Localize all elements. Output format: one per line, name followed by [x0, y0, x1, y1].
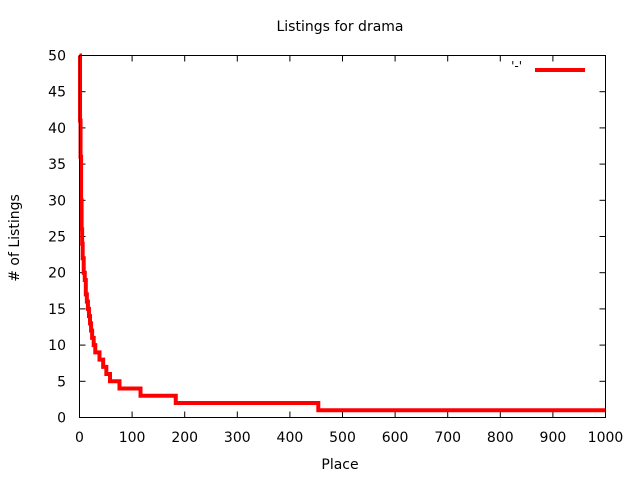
x-tick-label: 300	[224, 430, 251, 446]
y-tick-label: 15	[48, 302, 66, 318]
y-tick-label: 0	[57, 411, 66, 427]
y-tick-label: 30	[48, 193, 66, 209]
x-tick-label: 400	[277, 430, 304, 446]
y-tick-label: 25	[48, 230, 66, 246]
y-tick-label: 50	[48, 49, 66, 65]
y-tick-label: 40	[48, 121, 66, 137]
x-tick-label: 0	[75, 430, 84, 446]
x-tick-label: 200	[171, 430, 198, 446]
x-tick-label: 800	[487, 430, 514, 446]
plot-frame	[79, 55, 606, 418]
y-tick-label: 45	[48, 85, 66, 101]
x-tick-label: 700	[434, 430, 461, 446]
x-tick-label: 500	[329, 430, 356, 446]
y-tick-label: 10	[48, 338, 66, 354]
series-line	[78, 53, 606, 413]
x-tick-label: 100	[119, 430, 146, 446]
tick-labels: 0 100 200 300 400 500 600 700 800 900 1000 0 5 10 15 20…	[48, 49, 623, 447]
series-layer	[78, 53, 606, 413]
y-tick-label: 20	[48, 266, 66, 282]
x-tick-label: 900	[540, 430, 567, 446]
y-axis-label: # of Listings	[7, 194, 23, 282]
axis-ticks	[79, 55, 606, 418]
x-tick-label: 1000	[588, 430, 624, 446]
x-axis-label: Place	[321, 457, 358, 473]
chart-title: Listings for drama	[276, 19, 403, 35]
x-tick-label: 600	[382, 430, 409, 446]
y-tick-label: 35	[48, 157, 66, 173]
legend-label: '-'	[511, 59, 522, 73]
y-tick-label: 5	[57, 374, 66, 390]
legend: '-'	[511, 59, 585, 73]
